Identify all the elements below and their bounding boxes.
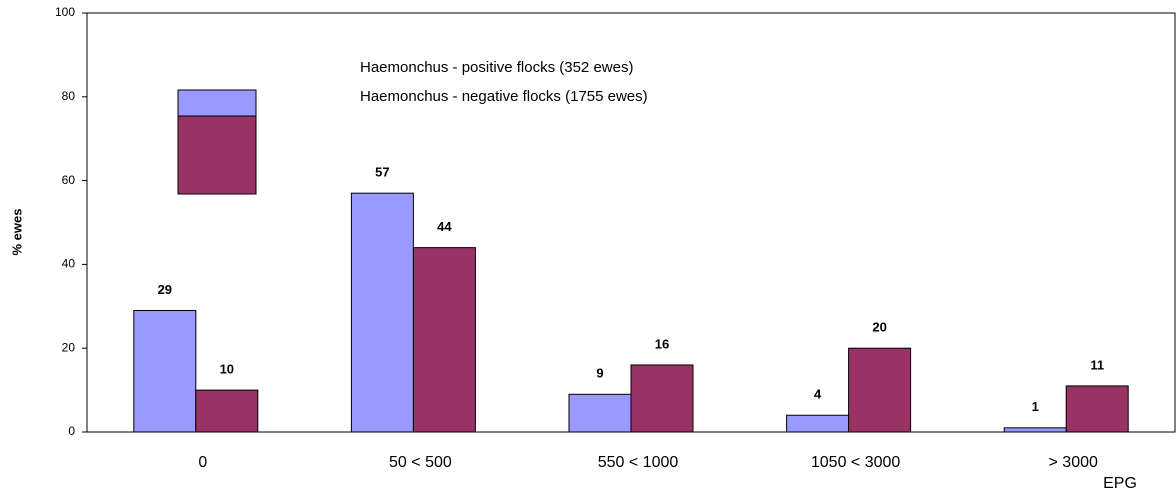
legend-label: Haemonchus - positive flocks (352 ewes) — [360, 59, 633, 76]
value-label: 10 — [220, 362, 234, 377]
value-label: 11 — [1090, 357, 1104, 372]
value-label: 57 — [375, 165, 389, 180]
bar — [350, 192, 414, 433]
legend-swatch — [177, 115, 257, 195]
value-label: 1 — [1032, 399, 1039, 414]
y-tick-label: 100 — [55, 5, 75, 19]
y-tick-label: 0 — [68, 424, 75, 438]
legend-label: Haemonchus - negative flocks (1755 ewes) — [360, 88, 648, 105]
y-tick-label: 80 — [62, 89, 76, 103]
bar — [1003, 427, 1067, 433]
bar — [195, 389, 259, 433]
x-tick-label: > 3000 — [1049, 454, 1098, 471]
x-tick-label: 0 — [198, 454, 207, 471]
x-tick-label: 1050 < 3000 — [811, 454, 901, 471]
y-tick-label: 20 — [62, 340, 76, 354]
bar — [786, 414, 850, 433]
value-label: 20 — [872, 320, 886, 335]
value-label: 16 — [655, 336, 669, 351]
x-axis-label: EPG — [1103, 475, 1137, 492]
value-label: 44 — [437, 219, 452, 234]
value-label: 29 — [158, 282, 172, 297]
bar — [630, 364, 694, 433]
y-axis-label: % ewes — [9, 209, 24, 256]
bar — [848, 347, 912, 433]
bar — [133, 309, 197, 433]
x-tick-label: 550 < 1000 — [598, 454, 679, 471]
y-tick-label: 40 — [62, 257, 76, 271]
bar — [568, 393, 632, 433]
value-label: 4 — [814, 387, 822, 402]
bar — [1065, 385, 1129, 433]
bar — [412, 247, 476, 433]
value-label: 9 — [596, 366, 603, 381]
y-tick-label: 60 — [62, 173, 76, 187]
x-tick-label: 50 < 500 — [389, 454, 452, 471]
